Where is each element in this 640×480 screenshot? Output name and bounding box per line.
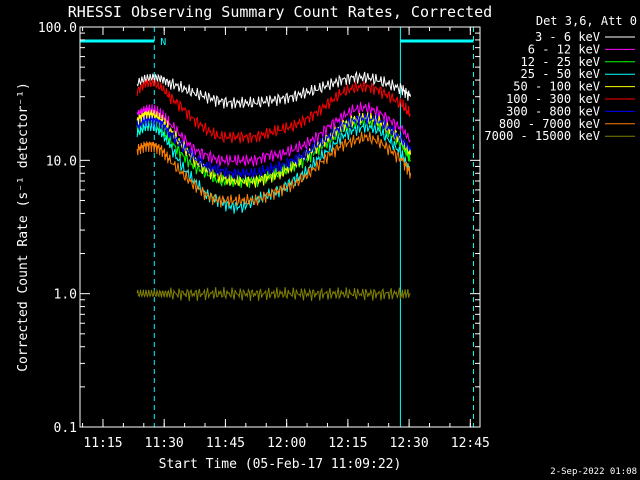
x-tick-label: 12:00 (267, 436, 306, 451)
series-line-1 (136, 70, 412, 109)
x-tick-label: 12:45 (451, 436, 490, 451)
x-tick-label: 12:30 (390, 436, 429, 451)
legend-label: 50 - 100 keV (513, 80, 600, 94)
night-bar-label: N (160, 37, 166, 48)
legend-label: 3 - 6 keV (535, 30, 600, 44)
series-line-7 (136, 111, 412, 181)
y-axis-title: Corrected Count Rate (s⁻¹ detector⁻¹) (16, 82, 31, 372)
legend-label: 25 - 50 keV (521, 67, 600, 81)
x-tick-label: 11:15 (83, 436, 122, 451)
legend-label: 7000 - 15000 keV (484, 129, 600, 143)
legend-label: 300 - 800 keV (506, 104, 600, 118)
series-line-6 (136, 78, 411, 144)
series-line-8 (136, 131, 412, 208)
y-tick-label: 1.0 (54, 288, 77, 303)
plot-area: N (79, 27, 474, 427)
y-tick-label: 10.0 (46, 154, 77, 169)
chart-title: RHESSI Observing Summary Count Rates, Co… (68, 3, 492, 21)
x-tick-label: 11:45 (206, 436, 245, 451)
y-tick-label: 100.0 (38, 21, 77, 36)
date-stamp: 2-Sep-2022 01:08 (550, 467, 637, 477)
series-line-2 (136, 101, 411, 167)
legend-header: Det 3,6, Att 0 (536, 14, 637, 28)
y-tick-label: 0.1 (54, 421, 77, 436)
x-axis-ticks: 11:15 11:30 11:45 12:00 12:15 12:30 12:45 (82, 27, 490, 451)
legend-label: 6 - 12 keV (528, 42, 600, 56)
plot-frame (79, 26, 481, 428)
legend-label: 800 - 7000 keV (499, 117, 600, 131)
x-tick-label: 11:30 (145, 436, 184, 451)
y-axis-ticks: 0.1 1.0 10.0 100.0 (38, 21, 480, 436)
x-axis-title: Start Time (05-Feb-17 11:09:22) (159, 457, 402, 472)
series-line-9 (136, 287, 411, 302)
series-line-4 (136, 120, 412, 214)
legend-label: 12 - 25 keV (521, 55, 600, 69)
x-tick-label: 12:15 (328, 436, 367, 451)
legend-label: 100 - 300 keV (506, 92, 600, 106)
